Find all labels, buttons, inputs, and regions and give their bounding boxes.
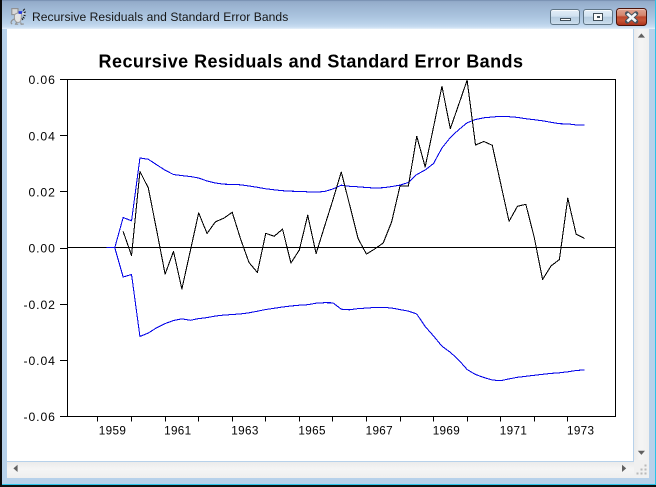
svg-text:-0.04: -0.04 xyxy=(24,354,56,368)
svg-text:0.00: 0.00 xyxy=(28,242,55,256)
svg-text:1969: 1969 xyxy=(433,425,460,438)
svg-text:1973: 1973 xyxy=(567,425,594,438)
svg-text:-0.06: -0.06 xyxy=(24,410,56,424)
svg-text:0.04: 0.04 xyxy=(28,129,55,143)
svg-text:1963: 1963 xyxy=(231,425,258,438)
svg-text:Recursive Residuals and Standa: Recursive Residuals and Standard Error B… xyxy=(99,52,524,72)
svg-text:1959: 1959 xyxy=(99,425,126,438)
svg-text:1961: 1961 xyxy=(164,425,191,438)
svg-text:1965: 1965 xyxy=(298,425,326,438)
svg-text:1971: 1971 xyxy=(500,425,527,438)
svg-text:0.02: 0.02 xyxy=(28,186,55,200)
svg-text:-0.02: -0.02 xyxy=(24,298,56,312)
svg-text:1967: 1967 xyxy=(366,425,393,438)
svg-text:0.06: 0.06 xyxy=(28,73,55,87)
